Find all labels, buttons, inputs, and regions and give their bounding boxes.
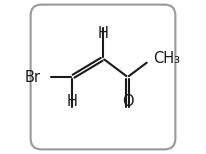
Text: O: O xyxy=(122,94,133,109)
Text: H: H xyxy=(67,94,78,109)
Text: H: H xyxy=(98,26,108,41)
Text: CH₃: CH₃ xyxy=(153,51,180,66)
Text: Br: Br xyxy=(25,69,41,85)
